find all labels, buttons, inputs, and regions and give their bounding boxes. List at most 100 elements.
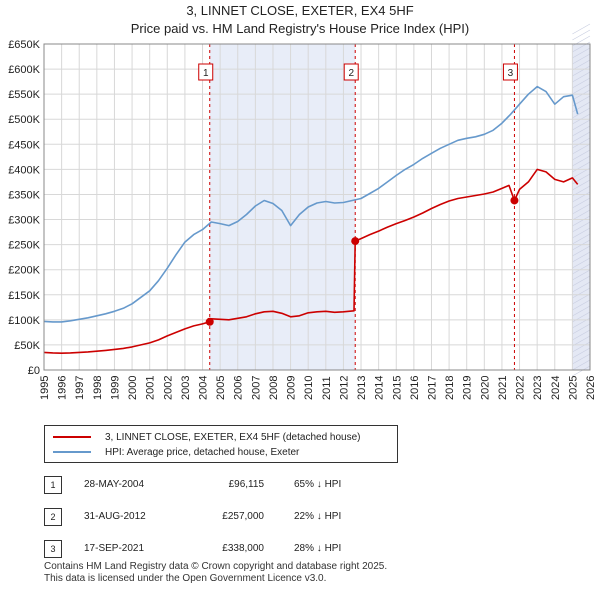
sale-label-box	[198, 63, 214, 81]
hatch-line	[572, 119, 591, 131]
x-tick-label: 2021	[497, 376, 509, 400]
y-tick-label: £450K	[8, 139, 40, 151]
series-line-property	[43, 168, 579, 354]
hatch-line	[572, 53, 591, 65]
hatch-line	[572, 149, 591, 161]
hatch-line	[572, 365, 591, 377]
hatch-line	[572, 125, 591, 137]
x-tick-label: 2006	[233, 376, 245, 400]
hatch-line	[572, 353, 591, 365]
legend-label-hpi: HPI: Average price, detached house, Exet…	[105, 446, 300, 458]
transaction-hpi-diff: 22% ↓ HPI	[294, 511, 342, 522]
transaction-date: 28-MAY-2004	[84, 479, 145, 490]
y-tick-label: £150K	[8, 290, 40, 302]
hatch-line	[572, 209, 591, 221]
y-tick-label: £250K	[8, 240, 40, 252]
hatch-line	[572, 77, 591, 89]
transaction-number: 3	[44, 540, 62, 558]
transaction-price: £257,000	[222, 511, 264, 522]
y-tick-label: £50K	[14, 340, 40, 352]
x-tick-label: 2026	[585, 376, 597, 400]
plot-border	[43, 43, 591, 371]
hatch-line	[572, 347, 591, 359]
sale-label: 3	[502, 63, 518, 81]
hatch-line	[572, 227, 591, 239]
legend-swatch-hpi	[53, 451, 91, 453]
hatch-line	[572, 191, 591, 203]
y-tick-label: £400K	[8, 164, 40, 176]
sale-label-text: 2	[348, 68, 354, 79]
hatch-line	[572, 101, 591, 113]
hatch-line	[572, 137, 591, 149]
transaction-hpi-diff: 65% ↓ HPI	[294, 479, 342, 490]
hatch-line	[572, 293, 591, 305]
x-tick-label: 2022	[515, 376, 527, 400]
transaction-row: 3 17-SEP-2021 £338,000 28% ↓ HPI	[44, 540, 564, 558]
hatch-line	[572, 203, 591, 215]
y-tick-label: £100K	[8, 315, 40, 327]
x-tick-label: 2013	[356, 376, 368, 400]
legend-swatch-property	[53, 436, 91, 438]
x-tick-label: 2002	[162, 376, 174, 400]
hatch-line	[572, 245, 591, 257]
x-tick-label: 2018	[444, 376, 456, 400]
hatch-line	[572, 161, 591, 173]
x-tick-label: 2004	[198, 376, 210, 400]
hatch-line	[572, 71, 591, 83]
x-tick-label: 1999	[109, 376, 121, 400]
legend-item-property: 3, LINNET CLOSE, EXETER, EX4 5HF (detach…	[53, 430, 360, 444]
chart-subtitle: Price paid vs. HM Land Registry's House …	[130, 21, 470, 36]
x-tick-label: 2012	[338, 376, 350, 400]
hatch-line	[572, 359, 591, 371]
sale-label: 1	[198, 63, 214, 81]
x-tick-label: 2020	[479, 376, 491, 400]
transaction-row: 2 31-AUG-2012 £257,000 22% ↓ HPI	[44, 508, 564, 526]
x-tick-label: 1995	[39, 376, 51, 400]
hatch-line	[572, 89, 591, 101]
transaction-date: 31-AUG-2012	[84, 511, 146, 522]
transaction-date: 17-SEP-2021	[84, 543, 145, 554]
sale-label-text: 1	[203, 68, 209, 79]
x-tick-label: 2000	[127, 376, 139, 400]
series-line-hpi	[43, 85, 579, 323]
x-tick-label: 2023	[532, 376, 544, 400]
hatch-line	[572, 323, 591, 335]
y-tick-label: £350K	[8, 189, 40, 201]
hatch-line	[572, 221, 591, 233]
hatch-line	[572, 341, 591, 353]
hatch-line	[572, 257, 591, 269]
sale-label-box	[502, 63, 518, 81]
hatch-line	[572, 251, 591, 263]
x-tick-label: 2008	[268, 376, 280, 400]
x-tick-label: 2017	[426, 376, 438, 400]
hatch-line	[572, 107, 591, 119]
hatch-line	[572, 329, 591, 341]
y-tick-label: £600K	[8, 64, 40, 76]
hatch-line	[572, 275, 591, 287]
y-tick-label: £300K	[8, 215, 40, 227]
shaded-period	[572, 44, 590, 370]
hatch-line	[572, 23, 591, 35]
shaded-period	[209, 44, 356, 370]
x-tick-label: 2024	[550, 376, 562, 400]
footer-licence: This data is licensed under the Open Gov…	[44, 573, 327, 584]
hatch-line	[572, 263, 591, 275]
hatch-line	[572, 335, 591, 347]
x-tick-label: 1997	[74, 376, 86, 400]
hatch-line	[572, 47, 591, 59]
x-tick-label: 2003	[180, 376, 192, 400]
x-tick-label: 2007	[250, 376, 262, 400]
x-tick-label: 2025	[567, 376, 579, 400]
y-tick-label: £650K	[8, 39, 40, 51]
y-tick-label: £500K	[8, 114, 40, 126]
hatch-line	[572, 233, 591, 245]
y-tick-label: £200K	[8, 265, 40, 277]
x-tick-label: 2001	[145, 376, 157, 400]
y-tick-label: £0	[28, 365, 40, 377]
x-tick-label: 2016	[409, 376, 421, 400]
legend-label-property: 3, LINNET CLOSE, EXETER, EX4 5HF (detach…	[105, 431, 361, 443]
x-tick-label: 1998	[92, 376, 104, 400]
legend-item-hpi: HPI: Average price, detached house, Exet…	[53, 445, 299, 459]
hatch-line	[572, 287, 591, 299]
hatch-line	[572, 29, 591, 41]
